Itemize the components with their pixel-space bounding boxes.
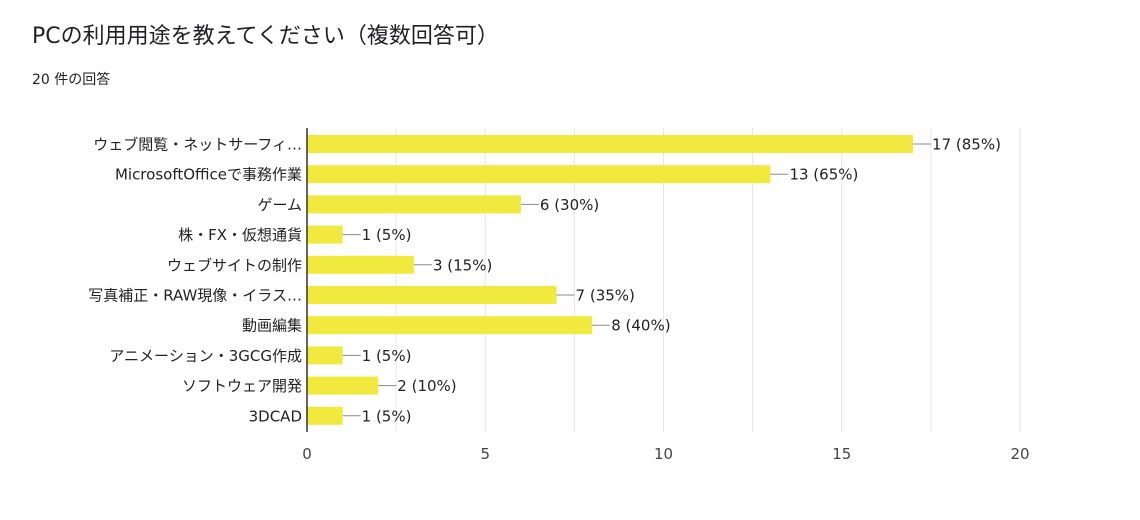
category-label: ウェブサイトの制作 [167, 256, 302, 274]
category-label: 株・FX・仮想通貨 [178, 226, 302, 244]
bar [307, 406, 343, 425]
bar [307, 346, 343, 365]
value-label: 13 (65%) [789, 166, 858, 184]
value-label: 1 (5%) [362, 347, 412, 365]
bar [307, 165, 771, 184]
value-label: 1 (5%) [362, 407, 412, 425]
bar [307, 225, 343, 244]
category-label: ソフトウェア開発 [182, 377, 302, 395]
category-label: 3DCAD [249, 407, 302, 425]
bar [307, 316, 593, 335]
x-tick-label: 15 [832, 445, 851, 463]
category-label: ゲーム [257, 196, 302, 214]
value-label: 7 (35%) [576, 287, 635, 305]
x-tick-label: 5 [480, 445, 490, 463]
bar [307, 376, 379, 395]
value-label: 1 (5%) [362, 226, 412, 244]
x-tick-label: 0 [302, 445, 312, 463]
value-label: 17 (85%) [932, 136, 1001, 154]
value-label: 8 (40%) [611, 317, 670, 335]
category-label: ウェブ閲覧・ネットサーフィ… [93, 136, 302, 154]
category-label: MicrosoftOfficeで事務作業 [115, 166, 302, 184]
value-label: 6 (30%) [540, 196, 599, 214]
bar [307, 255, 414, 274]
category-label: アニメーション・3GCG作成 [109, 347, 302, 365]
x-tick-label: 20 [1010, 445, 1029, 463]
category-label: 動画編集 [242, 317, 302, 335]
value-label: 3 (15%) [433, 256, 492, 274]
bar [307, 135, 914, 153]
bar [307, 286, 557, 304]
category-label: 写真補正・RAW現像・イラス… [88, 287, 302, 305]
question-title: PCの利用用途を教えてください（複数回答可） [32, 24, 499, 49]
bar [307, 195, 521, 214]
value-label: 2 (10%) [397, 377, 456, 395]
response-count: 20 件の回答 [32, 72, 111, 88]
x-tick-label: 10 [654, 445, 673, 463]
